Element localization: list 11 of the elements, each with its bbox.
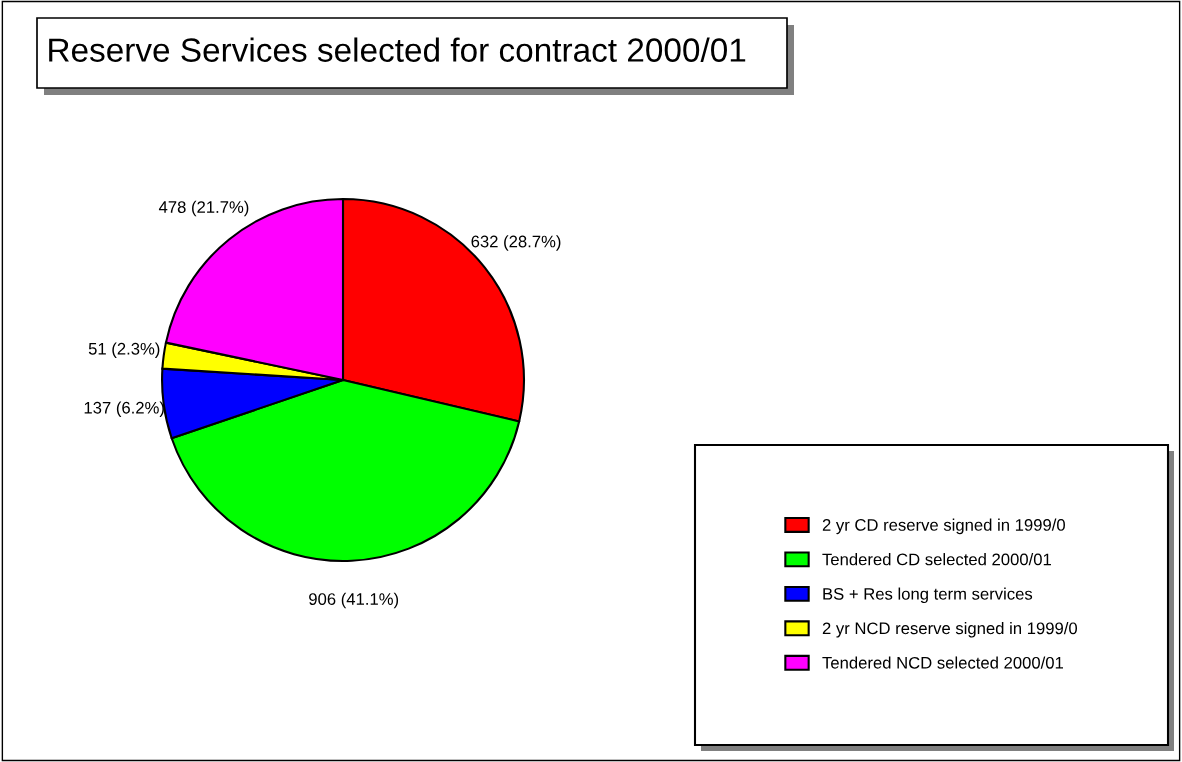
data-label: 51 (2.3%)	[88, 342, 160, 358]
data-label: 137 (6.2%)	[84, 401, 164, 417]
data-label: 632 (28.7%)	[471, 235, 561, 251]
legend-label: 2 yr NCD reserve signed in 1999/0	[822, 621, 1078, 638]
legend-label: 2 yr CD reserve signed in 1999/0	[822, 518, 1065, 535]
legend-label: Tendered CD selected 2000/01	[822, 553, 1051, 566]
chart-title: Reserve Services selected for contract 2000/01	[49, 37, 746, 62]
legend-label: BS + Res long term services	[823, 587, 1033, 604]
data-label: 478 (21.7%)	[158, 200, 249, 217]
legend-label: Tendered NCD selected 2000/01	[822, 656, 1063, 669]
data-label: 906 (41.1%)	[309, 592, 399, 609]
